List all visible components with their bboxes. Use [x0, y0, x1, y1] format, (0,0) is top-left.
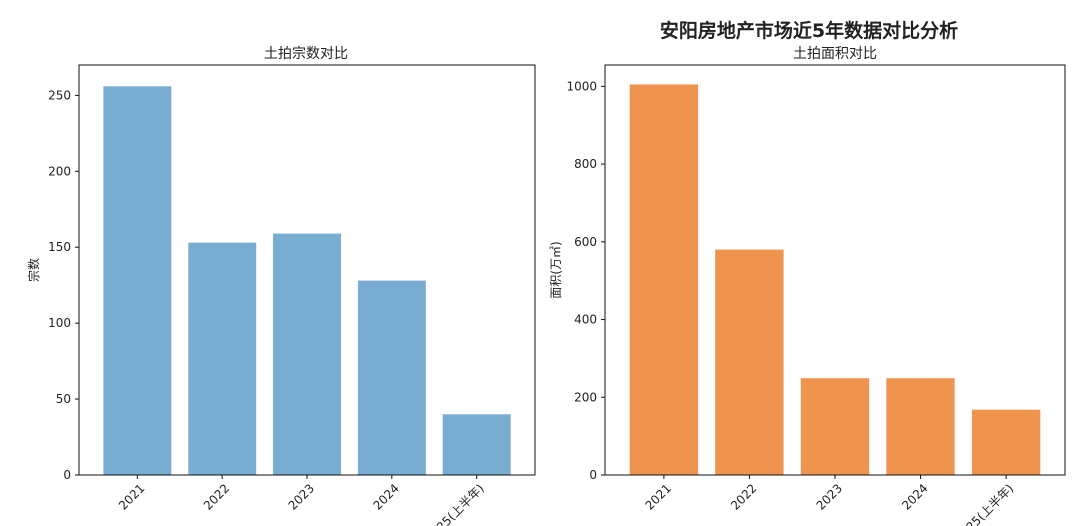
chart-right-bar-3 — [886, 378, 955, 475]
chart-right-xtick-label-1: 2022 — [728, 481, 759, 512]
chart-right-bar-0 — [629, 84, 699, 476]
chart-left-ytick-label-0: 0 — [63, 468, 71, 482]
chart-right-yticks: 0 200 400 600 800 1000 — [566, 79, 605, 482]
chart-left-xtick-label-4: 2025(上半年) — [423, 481, 487, 526]
chart-left-yticks: 0 50 100 150 200 250 — [48, 88, 79, 482]
chart-right-bar-2 — [800, 378, 870, 475]
chart-right-ytick-label-5: 1000 — [566, 79, 597, 93]
chart-right-ytick-label-4: 800 — [574, 157, 597, 171]
chart-right-xtick-label-2: 2023 — [814, 481, 845, 512]
chart-left-title: 土拍宗数对比 — [264, 46, 348, 62]
chart-left-ytick-label-1: 50 — [56, 392, 71, 406]
chart-right-frame — [604, 64, 1066, 476]
chart-right-xtick-label-4: 2025(上半年) — [953, 481, 1017, 526]
chart-left-ytick-label-4: 200 — [48, 164, 71, 178]
chart-left-xtick-label-1: 2022 — [201, 481, 232, 512]
chart-left-ytick-label-2: 100 — [48, 316, 71, 330]
chart-left-bar-1 — [188, 242, 257, 475]
chart-right-xtick-label-0: 2021 — [643, 481, 674, 512]
chart-left-frame — [78, 64, 536, 476]
chart-right-ytick-label-0: 0 — [589, 468, 597, 482]
chart-left-bar-3 — [357, 280, 426, 475]
chart-right-bar-4 — [971, 409, 1041, 475]
chart-right-title: 土拍面积对比 — [793, 46, 877, 62]
chart-left-bar-0 — [103, 86, 172, 476]
chart-left-ytick-label-5: 250 — [48, 88, 71, 102]
chart-right-ytick-label-3: 600 — [574, 235, 597, 249]
chart-left-ylabel: 宗数 — [26, 258, 41, 282]
chart-right-bar-1 — [715, 249, 784, 475]
figure-suptitle: 安阳房地产市场近5年数据对比分析 — [660, 19, 958, 42]
chart-right-ylabel: 面积(万㎡) — [549, 241, 563, 298]
chart-left-bar-2 — [273, 233, 341, 475]
chart-left-bars — [103, 86, 511, 476]
chart-left-xtick-label-3: 2024 — [370, 481, 401, 512]
chart-right-bars — [629, 84, 1041, 476]
chart-left-bar-4 — [442, 414, 511, 475]
chart-left-xtick-label-0: 2021 — [116, 481, 147, 512]
chart-left-xtick-label-2: 2023 — [286, 481, 317, 512]
chart-right-xtick-label-3: 2024 — [899, 481, 930, 512]
chart-right-ytick-label-2: 400 — [574, 313, 597, 327]
chart-left-xticks: 2021 2022 2023 2024 2025(上半年) — [116, 475, 487, 526]
chart-left-ytick-label-3: 150 — [48, 240, 71, 254]
chart-right-ytick-label-1: 200 — [574, 390, 597, 404]
chart-right-xticks: 2021 2022 2023 2024 2025(上半年) — [643, 475, 1017, 526]
chart-right: 土拍面积对比 面积(万㎡) 0 200 400 600 800 1000 2021 2022… — [549, 46, 1066, 526]
